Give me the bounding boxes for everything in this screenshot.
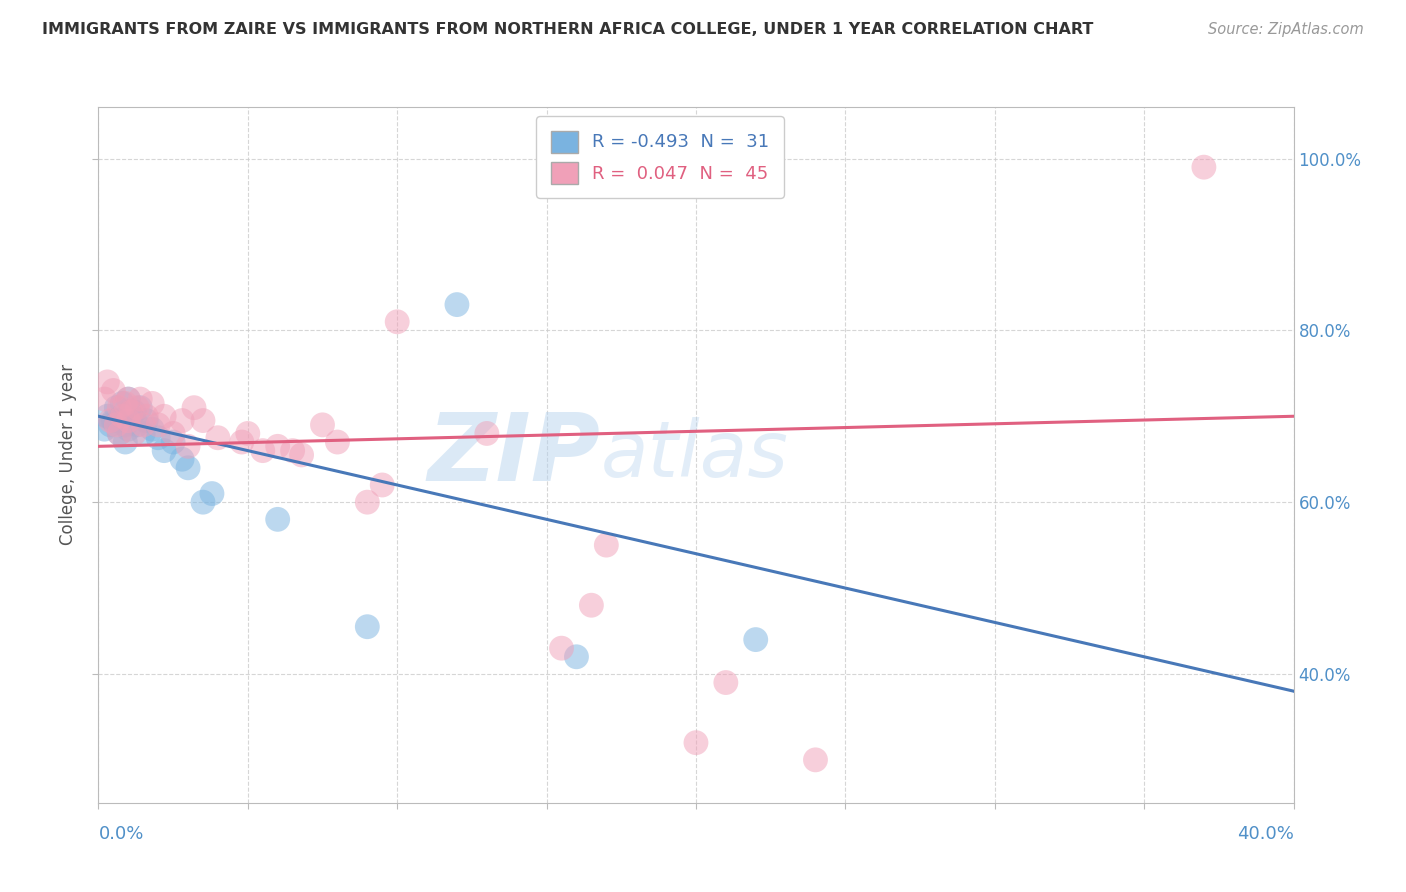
Text: IMMIGRANTS FROM ZAIRE VS IMMIGRANTS FROM NORTHERN AFRICA COLLEGE, UNDER 1 YEAR C: IMMIGRANTS FROM ZAIRE VS IMMIGRANTS FROM… <box>42 22 1094 37</box>
Point <box>153 409 176 424</box>
Point <box>114 396 136 410</box>
Point <box>141 422 163 436</box>
Point <box>236 426 259 441</box>
Point <box>267 512 290 526</box>
Point <box>153 443 176 458</box>
Point <box>111 396 134 410</box>
Point <box>103 384 125 398</box>
Point <box>207 431 229 445</box>
Text: Source: ZipAtlas.com: Source: ZipAtlas.com <box>1208 22 1364 37</box>
Point <box>311 417 333 432</box>
Point <box>581 599 603 613</box>
Point <box>100 417 122 432</box>
Point <box>745 632 768 647</box>
Point <box>565 649 588 664</box>
Point <box>93 422 115 436</box>
Point <box>108 413 131 427</box>
Point <box>120 405 142 419</box>
Point <box>117 392 139 406</box>
Point <box>96 375 118 389</box>
Point <box>804 753 827 767</box>
Point <box>191 495 214 509</box>
Point <box>475 426 498 441</box>
Point <box>114 417 136 432</box>
Point <box>127 417 149 432</box>
Point <box>103 413 125 427</box>
Point <box>127 401 149 415</box>
Point <box>385 315 409 329</box>
Point <box>356 495 378 509</box>
Legend: R = -0.493  N =  31, R =  0.047  N =  45: R = -0.493 N = 31, R = 0.047 N = 45 <box>536 116 785 198</box>
Point <box>1192 160 1215 174</box>
Point <box>105 401 128 415</box>
Point <box>108 401 131 415</box>
Point <box>129 392 152 406</box>
Point <box>201 486 224 500</box>
Text: 0.0%: 0.0% <box>98 825 143 843</box>
Point <box>135 413 157 427</box>
Point <box>132 417 155 432</box>
Point <box>326 435 349 450</box>
Point <box>117 422 139 436</box>
Point <box>124 405 146 419</box>
Text: ZIP: ZIP <box>427 409 600 501</box>
Point <box>117 413 139 427</box>
Point <box>124 426 146 441</box>
Point <box>148 431 170 445</box>
Point <box>135 409 157 424</box>
Point <box>595 538 617 552</box>
Point <box>267 439 290 453</box>
Point <box>714 675 737 690</box>
Point <box>231 435 253 450</box>
Point <box>129 401 152 415</box>
Point <box>96 409 118 424</box>
Point <box>108 426 131 441</box>
Point <box>162 426 184 441</box>
Point <box>177 460 200 475</box>
Point <box>148 417 170 432</box>
Point <box>120 409 142 424</box>
Point <box>93 392 115 406</box>
Point <box>108 426 131 441</box>
Point <box>172 452 194 467</box>
Text: atlas: atlas <box>600 417 789 493</box>
Y-axis label: College, Under 1 year: College, Under 1 year <box>59 364 77 546</box>
Point <box>371 478 394 492</box>
Point <box>141 396 163 410</box>
Point <box>685 736 707 750</box>
Point <box>177 439 200 453</box>
Point <box>105 417 128 432</box>
Point <box>132 426 155 441</box>
Point <box>162 435 184 450</box>
Point <box>172 413 194 427</box>
Point <box>114 435 136 450</box>
Point <box>100 413 122 427</box>
Point <box>191 413 214 427</box>
Text: 40.0%: 40.0% <box>1237 825 1294 843</box>
Point <box>183 401 205 415</box>
Point <box>550 641 572 656</box>
Point <box>111 409 134 424</box>
Point <box>252 443 274 458</box>
Point <box>356 620 378 634</box>
Point <box>281 443 304 458</box>
Point <box>446 297 468 311</box>
Point <box>117 392 139 406</box>
Point <box>291 448 314 462</box>
